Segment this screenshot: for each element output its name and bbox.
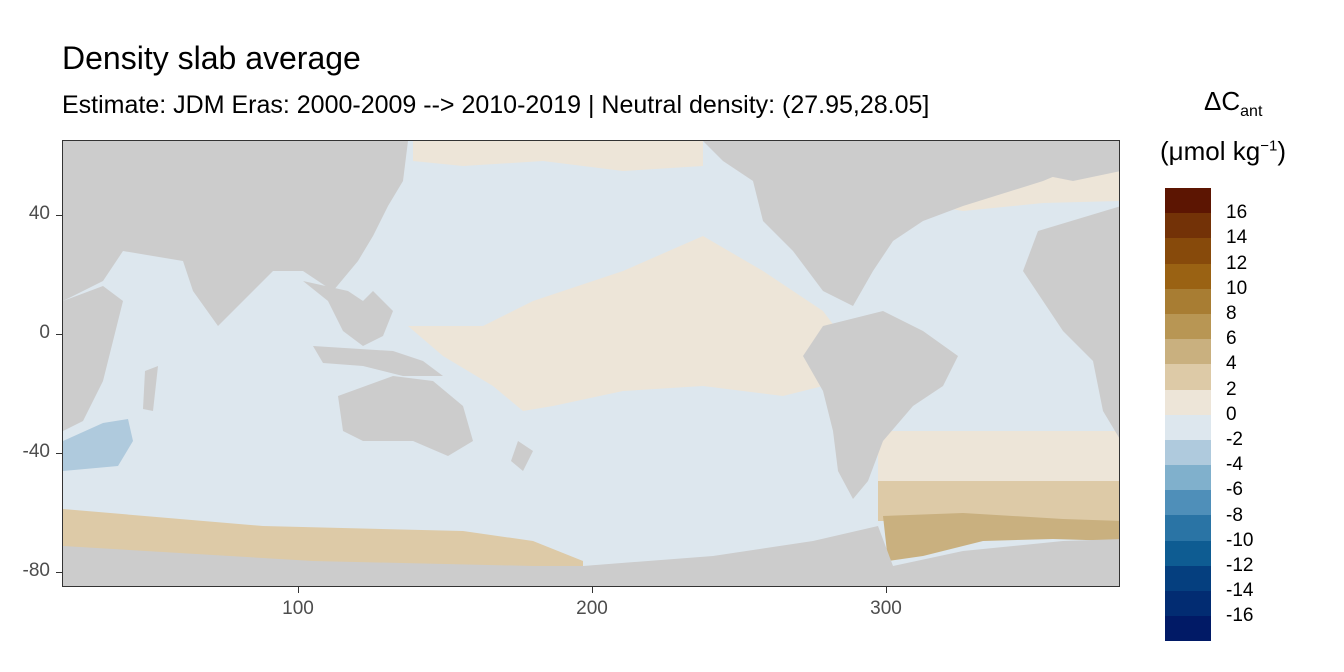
- legend-swatch: [1165, 515, 1211, 541]
- legend-tick: [1211, 263, 1219, 265]
- land-indonesia: [313, 346, 443, 376]
- legend-swatch: [1165, 288, 1211, 314]
- atlantic-so-band-3: [883, 513, 1119, 561]
- legend-swatch: [1165, 238, 1211, 264]
- legend-swatch: [1165, 616, 1211, 642]
- chart-title: Density slab average: [62, 40, 361, 76]
- land-north-america: [703, 141, 1113, 306]
- map-svg: [63, 141, 1119, 586]
- legend-tick: [1211, 339, 1219, 341]
- xtick-mark-300: [886, 587, 887, 593]
- legend-title: ΔCant: [1204, 86, 1262, 121]
- land-madagascar: [143, 366, 158, 411]
- land-group: [63, 141, 1119, 586]
- land-europe-africa-east: [1023, 206, 1119, 438]
- legend-label: 8: [1226, 303, 1237, 324]
- legend-label: 10: [1226, 277, 1248, 299]
- legend-label: 14: [1226, 227, 1248, 249]
- land-greenland: [983, 141, 1119, 181]
- map-panel: [62, 140, 1120, 587]
- legend-label: -14: [1226, 580, 1254, 602]
- legend-label: -10: [1226, 529, 1254, 551]
- legend-units: (μmol kg−1): [1160, 136, 1286, 167]
- legend-colorbar: [1165, 188, 1211, 642]
- legend-label: -6: [1226, 479, 1243, 501]
- ytick-mark-neg80: [56, 572, 62, 573]
- land-se-asia: [303, 281, 393, 346]
- legend-tick: [1211, 389, 1219, 391]
- legend-tick: [1211, 566, 1219, 567]
- legend-label: -8: [1226, 504, 1243, 526]
- ytick-mark-neg40: [56, 453, 62, 454]
- ytick-0: 0: [39, 322, 50, 343]
- xtick-mark-100: [298, 587, 299, 593]
- legend-label: -12: [1226, 555, 1254, 576]
- ytick-40: 40: [28, 203, 50, 224]
- xtick-200: 200: [576, 598, 608, 619]
- land-south-america: [803, 311, 958, 499]
- xtick-100: 100: [282, 598, 314, 619]
- legend-swatch: [1165, 439, 1211, 466]
- legend-title-sub: ant: [1240, 103, 1263, 121]
- legend-tick: [1211, 440, 1219, 441]
- xtick-300: 300: [870, 598, 902, 619]
- north-pacific-positive: [413, 141, 703, 171]
- legend-label: 0: [1226, 403, 1237, 425]
- legend-tick: [1211, 540, 1219, 542]
- legend-swatch: [1165, 591, 1211, 617]
- atlantic-so-band-1: [878, 431, 1119, 481]
- legend-label: 16: [1226, 202, 1248, 224]
- legend-tick: [1211, 213, 1219, 215]
- legend-title-main: ΔC: [1204, 86, 1241, 116]
- legend-swatch: [1165, 465, 1211, 491]
- legend-tick: [1211, 414, 1219, 416]
- legend-swatch: [1165, 213, 1211, 239]
- legend-units-sup: −1: [1260, 137, 1278, 155]
- legend-label: -4: [1226, 454, 1243, 476]
- land-australia: [338, 376, 473, 456]
- legend-swatch: [1165, 263, 1211, 289]
- ytick-mark-0: [56, 334, 62, 335]
- land-eurasia: [63, 141, 408, 326]
- atlantic-so-band-2: [878, 481, 1119, 521]
- indian-negative-patch: [63, 419, 133, 471]
- pacific-positive-region: [408, 236, 853, 411]
- land-antarctica: [63, 526, 1119, 586]
- chart-subtitle: Estimate: JDM Eras: 2000-2009 --> 2010-2…: [62, 91, 930, 119]
- ytick-neg80: -80: [22, 560, 50, 581]
- legend-label: 6: [1226, 328, 1237, 350]
- legend-tick: [1211, 616, 1219, 618]
- legend-swatch: [1165, 414, 1211, 440]
- legend-swatch: [1165, 540, 1211, 566]
- legend-tick: [1211, 238, 1219, 240]
- legend-swatch: [1165, 339, 1211, 365]
- legend-units-main: (μmol kg: [1160, 136, 1261, 166]
- legend-units-end: ): [1277, 136, 1286, 166]
- legend-label: 4: [1226, 353, 1237, 375]
- legend-swatch: [1165, 490, 1211, 516]
- legend-tick: [1211, 314, 1219, 315]
- xtick-mark-200: [592, 587, 593, 593]
- legend-swatch: [1165, 389, 1211, 415]
- land-africa: [63, 286, 123, 431]
- legend-tick: [1211, 288, 1219, 290]
- legend-tick: [1211, 465, 1219, 467]
- legend-swatch: [1165, 188, 1211, 214]
- ytick-neg40: -40: [22, 441, 50, 462]
- legend-swatch: [1165, 565, 1211, 591]
- legend-tick: [1211, 364, 1219, 366]
- land-new-zealand: [511, 441, 533, 471]
- ytick-mark-40: [56, 215, 62, 216]
- legend-label: 12: [1226, 252, 1248, 274]
- legend-label: -16: [1226, 605, 1254, 627]
- legend-tick: [1211, 515, 1219, 517]
- legend-label: 2: [1226, 378, 1237, 400]
- legend-swatch: [1165, 313, 1211, 340]
- legend-tick: [1211, 591, 1219, 593]
- legend-tick: [1211, 490, 1219, 492]
- legend-label: -2: [1226, 429, 1243, 450]
- legend-swatch: [1165, 364, 1211, 390]
